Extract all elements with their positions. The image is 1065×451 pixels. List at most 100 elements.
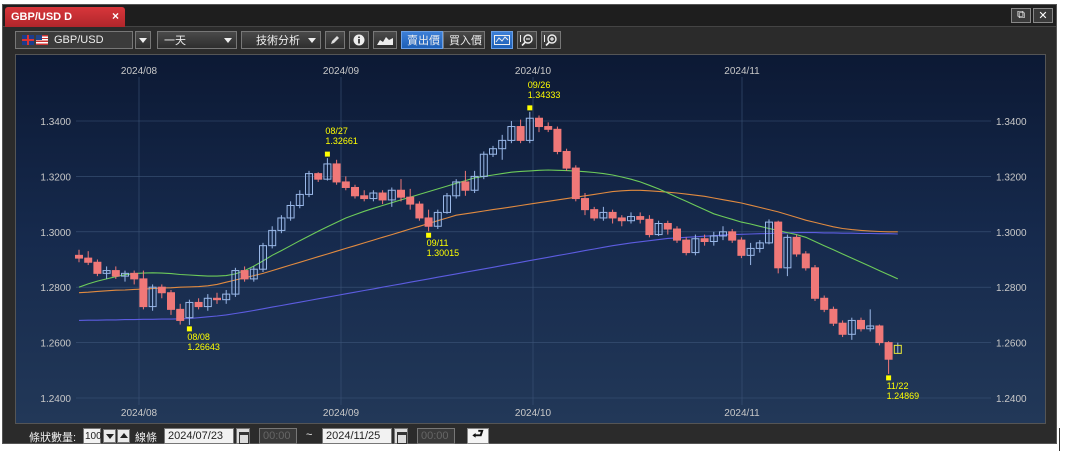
candle-down — [167, 292, 175, 310]
period-selector[interactable]: 一天 — [157, 31, 237, 49]
bar-count-increase-icon[interactable] — [117, 429, 130, 443]
symbol-dropdown-icon[interactable] — [135, 31, 151, 49]
candle-up — [323, 163, 332, 180]
zoom-in-icon[interactable] — [541, 31, 561, 49]
candle-down — [360, 195, 369, 200]
candle-up — [479, 153, 488, 177]
mountain-chart-icon[interactable] — [373, 31, 397, 49]
symbol-label: GBP/USD — [54, 34, 104, 46]
candle-down — [884, 342, 893, 360]
candle-up — [746, 247, 755, 256]
extreme-date-label: 08/27 — [325, 126, 348, 136]
candle-up — [470, 175, 479, 191]
candle-down — [194, 301, 203, 308]
candle-down — [75, 254, 83, 259]
candle-up — [627, 216, 635, 222]
x-tick-label-top: 2024/10 — [515, 66, 552, 77]
line-chart-icon[interactable] — [491, 31, 513, 49]
extreme-date-label: 08/08 — [187, 332, 210, 342]
extreme-value-label: 1.30015 — [427, 248, 460, 258]
uk-flag-icon — [22, 35, 34, 45]
x-tick-label-bottom: 2024/09 — [323, 408, 360, 419]
candle-up — [452, 181, 461, 197]
candle-up — [507, 126, 516, 141]
info-icon[interactable] — [349, 31, 369, 49]
candle-down — [111, 270, 120, 277]
candle-down — [700, 238, 709, 242]
candle-up — [231, 270, 240, 295]
candle-up — [866, 325, 875, 330]
tab-gbp-usd-d[interactable]: GBP/USD D × — [5, 7, 125, 27]
extreme-date-label: 09/11 — [427, 238, 449, 248]
buy-price-label: 買入價 — [449, 35, 482, 47]
candle-down — [562, 150, 571, 169]
x-tick-label-bottom: 2024/08 — [121, 408, 158, 419]
sell-price-label: 賣出價 — [407, 35, 440, 47]
bar-count-decrease-icon[interactable] — [103, 429, 116, 443]
candle-down — [378, 192, 387, 201]
symbol-selector[interactable]: GBP/USD — [15, 31, 133, 49]
candle-up — [691, 238, 700, 254]
candle-down — [424, 217, 433, 227]
end-date-field[interactable]: 2024/11/25 — [322, 428, 392, 444]
price-chart[interactable]: 1.2400 1.2400 1.2600 1.2600 1.2800 1.2800 1.30… — [15, 54, 1046, 424]
technical-analysis-label: 技術分析 — [256, 35, 300, 47]
y-tick-label-right: 1.2400 — [996, 394, 1027, 405]
candle-up — [277, 217, 286, 231]
end-calendar-icon[interactable] — [394, 428, 408, 444]
ma-long-line — [78, 232, 898, 321]
candle-up — [489, 148, 497, 155]
start-calendar-icon[interactable] — [236, 428, 250, 444]
zoom-out-icon[interactable] — [517, 31, 537, 49]
extreme-marker — [527, 105, 533, 111]
ma-short-line — [78, 169, 899, 288]
x-tick-label-top: 2024/11 — [724, 66, 760, 77]
technical-analysis-menu[interactable]: 技術分析 — [241, 31, 321, 49]
candle-up — [719, 231, 727, 237]
candle-down — [84, 257, 93, 263]
candle-down — [617, 217, 626, 222]
candle-down — [544, 126, 553, 130]
candle-down — [93, 261, 102, 274]
bar-count-label: 條狀數量: — [29, 432, 77, 444]
range-separator: ~ — [306, 429, 313, 441]
candle-up — [525, 117, 534, 141]
candle-down — [728, 231, 737, 241]
reset-range-button[interactable]: ⮐ — [467, 426, 489, 444]
y-tick-label-right: 1.3400 — [996, 117, 1027, 128]
candle-up — [268, 229, 277, 247]
y-tick-label-left: 1.3000 — [40, 228, 71, 239]
pencil-icon[interactable] — [325, 31, 345, 49]
candlestick-chart[interactable]: 1.2400 1.2400 1.2600 1.2600 1.2800 1.2800 1.30… — [16, 55, 1046, 424]
period-label: 一天 — [164, 35, 186, 47]
candle-up — [185, 301, 194, 319]
candle-down — [314, 173, 323, 180]
buy-price-toggle[interactable]: 買入價 — [443, 31, 485, 49]
extreme-marker — [186, 326, 192, 332]
candle-down — [157, 286, 166, 294]
start-date-field[interactable]: 2024/07/23 — [164, 428, 234, 444]
x-tick-label-top: 2024/09 — [323, 66, 360, 77]
candle-down — [792, 236, 801, 255]
y-tick-label-right: 1.3000 — [996, 228, 1027, 239]
tab-close-icon[interactable]: × — [111, 9, 119, 23]
extreme-value-label: 1.34333 — [528, 90, 561, 100]
x-tick-label-bottom: 2024/10 — [515, 408, 552, 419]
y-tick-label-left: 1.3400 — [40, 117, 71, 128]
close-window-icon[interactable]: ✕ — [1033, 8, 1053, 23]
candle-down — [553, 128, 562, 152]
restore-window-icon[interactable]: ⧉ — [1011, 8, 1031, 23]
candle-down — [801, 253, 810, 269]
start-time-field: 00:00 — [259, 428, 297, 444]
range-bar: 條狀數量: 100 線條 2024/07/23 00:00 ~ 2024/11/… — [3, 426, 1056, 446]
candle-down — [737, 239, 746, 256]
y-tick-label-left: 1.2800 — [40, 283, 71, 294]
candle-up — [654, 222, 663, 236]
candle-down — [415, 203, 424, 219]
y-tick-label-left: 1.2400 — [40, 394, 71, 405]
candle-down — [820, 297, 829, 310]
candle-up — [765, 221, 773, 244]
bar-count-field[interactable]: 100 — [83, 428, 102, 444]
sell-price-toggle[interactable]: 賣出價 — [401, 31, 443, 49]
candle-down — [875, 325, 884, 344]
